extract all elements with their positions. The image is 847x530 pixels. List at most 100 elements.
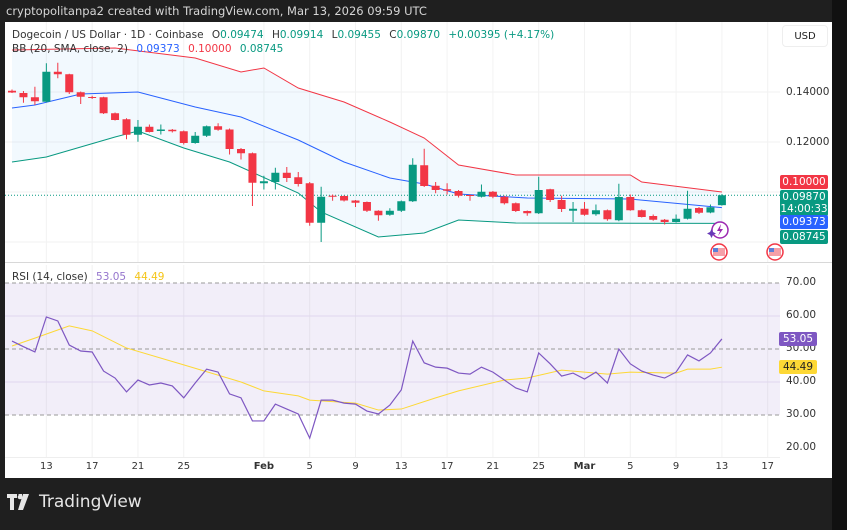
candle-body (317, 196, 326, 223)
rsi-tick: 40.00 (786, 375, 817, 387)
candle-body (133, 126, 142, 135)
high-number: 0.09914 (279, 29, 324, 41)
time-tick: 13 (715, 461, 729, 472)
tradingview-logo[interactable]: TradingView (7, 492, 142, 512)
window-edge (832, 0, 847, 530)
candle (695, 207, 703, 214)
time-tick: 17 (761, 461, 775, 472)
candle-body (179, 131, 188, 143)
candle-body (259, 181, 268, 184)
last-price-label: 0.09870 14:00:33 (780, 190, 828, 216)
candle-body (706, 207, 715, 213)
close-value: C0.09870 (389, 29, 440, 41)
candle-body (19, 93, 28, 98)
candle-body (511, 203, 520, 211)
candle (237, 148, 245, 160)
bb-upper-line (11, 47, 722, 193)
candle-body (695, 208, 703, 213)
rsi-tick: 30.00 (786, 408, 817, 420)
us-flag-event-icon[interactable] (710, 243, 728, 261)
candle (111, 112, 120, 121)
candle-body (294, 177, 303, 184)
grid (5, 22, 780, 457)
currency-button[interactable]: USD (782, 25, 828, 47)
candle (202, 125, 211, 137)
candle-body (53, 71, 62, 75)
bb-upper-value: 0.10000 (188, 43, 232, 55)
candle (488, 191, 497, 199)
candle (706, 204, 715, 214)
time-tick: Feb (253, 461, 275, 472)
bb-lower-price-label: 0.08745 (780, 230, 828, 244)
candle-body (431, 185, 440, 190)
time-tick: 25 (177, 461, 191, 472)
bb-legend[interactable]: BB (20, SMA, close, 2) 0.09373 0.10000 0… (12, 43, 288, 55)
bb-basis-line (11, 91, 722, 209)
rsi-tick: 70.00 (786, 276, 817, 288)
bb-fill (12, 48, 722, 237)
candle-body (534, 190, 543, 214)
candle (362, 201, 371, 212)
candle (214, 123, 223, 131)
candle (259, 175, 268, 190)
candle-body (351, 200, 360, 203)
candle (603, 209, 612, 221)
rsi-ma-line (11, 325, 722, 411)
close-label: C (389, 29, 397, 41)
time-tick: 17 (440, 461, 454, 472)
us-flag-event-icon[interactable] (766, 243, 784, 261)
time-tick: 9 (672, 461, 680, 472)
candle-body (156, 129, 165, 131)
candle-body (374, 210, 383, 216)
time-tick: 17 (85, 461, 99, 472)
candle-body (523, 211, 532, 214)
open-number: 0.09474 (220, 29, 264, 41)
candle-body (420, 165, 429, 186)
candle-body (466, 195, 474, 196)
candle-body (660, 219, 669, 222)
candle (88, 95, 97, 99)
price-tick: 0.14000 (786, 86, 830, 98)
candle (420, 148, 429, 187)
candle-body (683, 208, 692, 219)
change-value: +0.00395 (+4.17%) (448, 29, 555, 41)
rsi-pane (5, 282, 780, 440)
candle (466, 194, 474, 201)
candle (626, 194, 635, 211)
candle (282, 167, 291, 182)
candle (53, 62, 62, 79)
candle-body (362, 202, 371, 211)
candle (683, 190, 692, 220)
candle (99, 96, 108, 114)
brand-name: TradingView (39, 492, 142, 512)
candle (660, 219, 669, 225)
candle-body (649, 216, 658, 220)
candle (580, 202, 589, 216)
symbol-title: Dogecoin / US Dollar · 1D · Coinbase (12, 29, 204, 41)
tradingview-logo-icon (7, 494, 29, 510)
chart-panel[interactable] (5, 22, 832, 478)
candle-body (42, 71, 51, 102)
bb-basis-value: 0.09373 (136, 43, 180, 55)
candle-body (500, 196, 509, 204)
bollinger-bands (11, 47, 722, 238)
rsi-legend[interactable]: RSI (14, close) 53.05 44.49 (12, 271, 169, 283)
candle-body (248, 153, 257, 183)
candle-body (145, 126, 154, 132)
candles (5, 62, 780, 242)
candle-body (626, 197, 635, 211)
lightning-icon[interactable] (707, 221, 729, 239)
candle (248, 152, 257, 206)
candle-body (546, 189, 555, 200)
candle-body (8, 90, 16, 93)
candle (672, 214, 681, 223)
low-label: L (331, 29, 338, 41)
symbol-legend[interactable]: Dogecoin / US Dollar · 1D · Coinbase O0.… (12, 29, 559, 41)
price-tick: 0.12000 (786, 136, 830, 148)
candle (717, 194, 726, 206)
candle-body (237, 149, 245, 154)
time-tick: 13 (394, 461, 408, 472)
candle-body (76, 92, 85, 97)
rsi-tick: 60.00 (786, 309, 817, 321)
